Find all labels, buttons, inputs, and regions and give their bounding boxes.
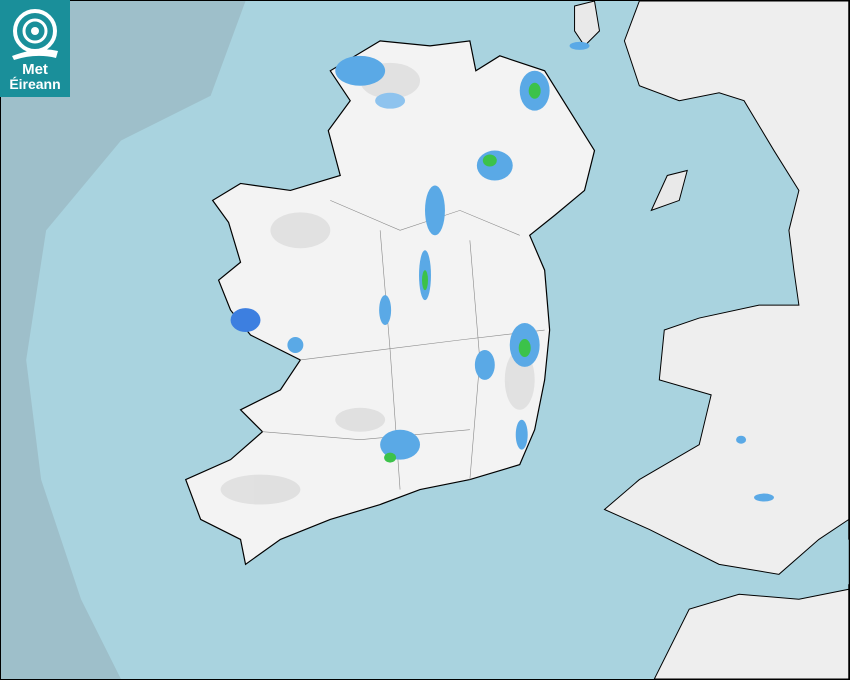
met-eireann-logo: Met Éireann bbox=[0, 0, 70, 97]
swirl-logo-icon bbox=[12, 9, 58, 60]
rain-echoes bbox=[230, 41, 774, 502]
isle-of-man bbox=[650, 169, 688, 212]
brand-line1: Met bbox=[22, 61, 48, 78]
brand-line2: Éireann bbox=[9, 76, 61, 92]
great-britain-land bbox=[574, 1, 849, 679]
